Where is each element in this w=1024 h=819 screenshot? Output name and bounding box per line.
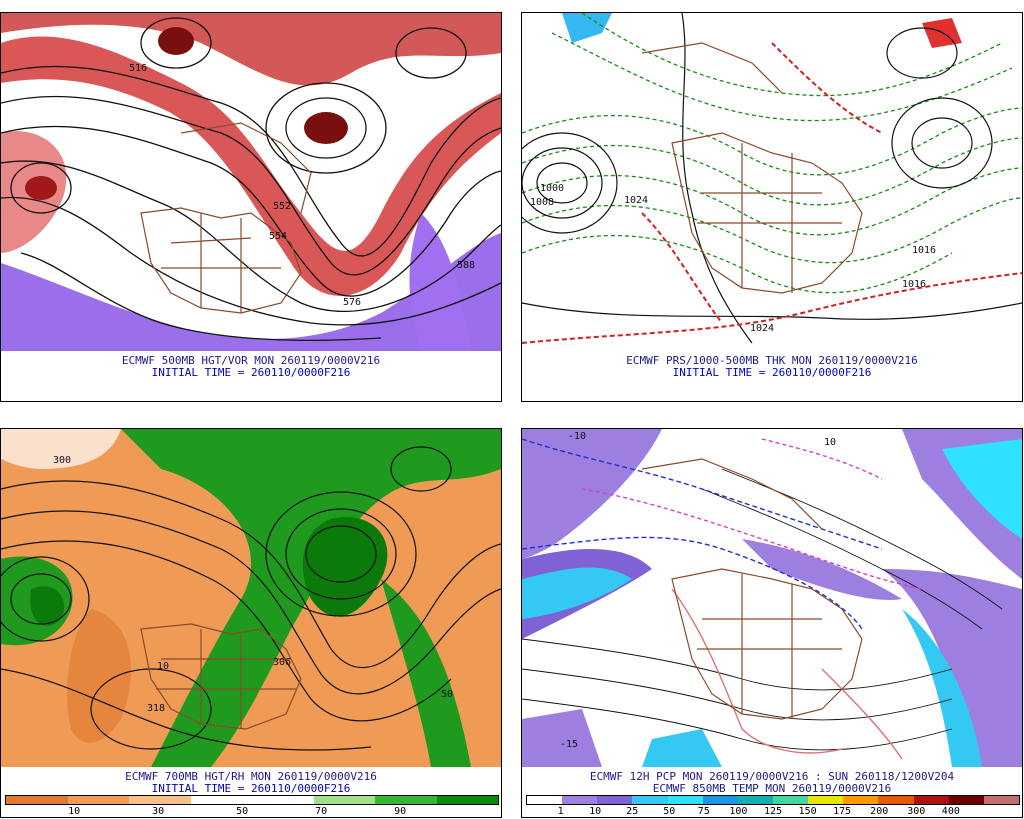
contour-label: 10 [157,661,169,672]
contour-label: 50 [441,689,453,700]
scale-swatch [190,796,252,804]
contour-label: 516 [129,63,147,74]
scale-swatch [913,796,949,804]
rh-map: 300 10 318 50 306 [1,429,501,767]
caption-850-temp: ECMWF 850MB TEMP MON 260119/0000V216 [652,782,892,795]
scale-swatch [878,796,914,804]
panel-precip-850temp: -10 -15 10 ECMWF 12H PCP MON 260119/0000… [521,428,1023,818]
caption-precip: ECMWF 12H PCP MON 260119/0000V216 : SUN … [589,770,955,783]
contour-labels: 1008 1000 1024 1016 1016 1024 [530,183,936,334]
scale-swatch [808,796,844,804]
scale-swatch [667,796,703,804]
scale-swatch [375,796,437,804]
contour-label: 1008 [530,197,554,208]
scale-tick: 100 [729,806,748,817]
caption-product: ECMWF 700MB HGT/RH MON 260119/0000V216 [125,770,377,783]
contour-label: 300 [53,455,71,466]
panel-700mb-rh: 300 10 318 50 306 ECMWF 700MB HGT/RH MON… [0,428,502,818]
contour-label: 306 [273,657,291,668]
scale-swatch [702,796,738,804]
contour-labels: 300 10 318 50 306 [53,455,453,714]
contour-label: -10 [568,431,586,442]
scale-tick: 125 [763,806,783,817]
caption-product: ECMWF 500MB HGT/VOR MON 260119/0000V216 [121,354,381,367]
scale-swatch [252,796,314,804]
contour-label: 1016 [912,245,936,256]
scale-swatch [597,796,633,804]
rh-color-scale [5,795,499,805]
scale-tick: 90 [394,806,407,817]
scale-tick: 70 [315,806,328,817]
pressure-map: 1008 1000 1024 1016 1016 1024 [522,13,1022,351]
scale-swatch [67,796,129,804]
scale-tick: 50 [663,806,676,817]
contour-label: 1024 [750,323,774,334]
scale-swatch [129,796,191,804]
contour-label: 552 [273,201,291,212]
contour-label: 1016 [902,279,926,290]
precip-scale-ticks: 1 10 25 50 75 100 125 150 175 200 300 40… [526,806,1020,817]
contour-label: 588 [457,260,475,271]
scale-swatch [772,796,809,804]
contour-label: 576 [343,297,361,308]
panel-pressure-thickness: 1008 1000 1024 1016 1016 1024 ECMWF PRS/… [521,12,1023,402]
scale-swatch [948,796,984,804]
scale-tick: 10 [68,806,81,817]
contour-label: 554 [269,231,287,242]
contour-labels: 516 552 554 576 588 [129,63,475,308]
caption-initial-time: INITIAL TIME = 260110/0000F216 [672,366,872,379]
scale-tick: 175 [833,806,852,817]
scale-tick: 150 [798,806,817,817]
scale-tick: 300 [907,806,926,817]
scale-swatch [632,796,668,804]
caption-initial-time: INITIAL TIME = 260110/0000F216 [151,366,351,379]
scale-tick: 75 [697,806,710,817]
contour-label: -15 [560,739,578,750]
scale-swatch [313,796,375,804]
scale-swatch [527,796,563,804]
contour-label: 10 [824,437,836,448]
rh-scale-ticks: 10 30 50 70 90 [5,806,499,817]
scale-swatch [6,796,68,804]
scale-tick: 1 [557,806,564,817]
contour-labels: -10 -15 10 [560,431,836,750]
contour-label: 318 [147,703,165,714]
scale-tick: 30 [152,806,165,817]
scale-swatch [436,796,498,804]
scale-tick: 10 [589,806,602,817]
caption-initial-time: INITIAL TIME = 260110/0000F216 [151,782,351,795]
scale-swatch [843,796,879,804]
scale-tick: 50 [236,806,249,817]
panel-500mb-vorticity: 516 552 554 576 588 ECMWF 500MB HGT/VOR … [0,12,502,402]
caption-product: ECMWF PRS/1000-500MB THK MON 260119/0000… [626,354,918,367]
scale-tick: 25 [626,806,639,817]
precip-map: -10 -15 10 [522,429,1022,767]
scale-tick: 400 [941,806,960,817]
scale-tick: 200 [870,806,889,817]
scale-swatch [562,796,598,804]
contour-label: 1024 [624,195,648,206]
scale-swatch [737,796,773,804]
precip-color-scale [526,795,1020,805]
vorticity-map: 516 552 554 576 588 [1,13,501,351]
contour-label: 1000 [540,183,564,194]
scale-swatch [983,796,1019,804]
